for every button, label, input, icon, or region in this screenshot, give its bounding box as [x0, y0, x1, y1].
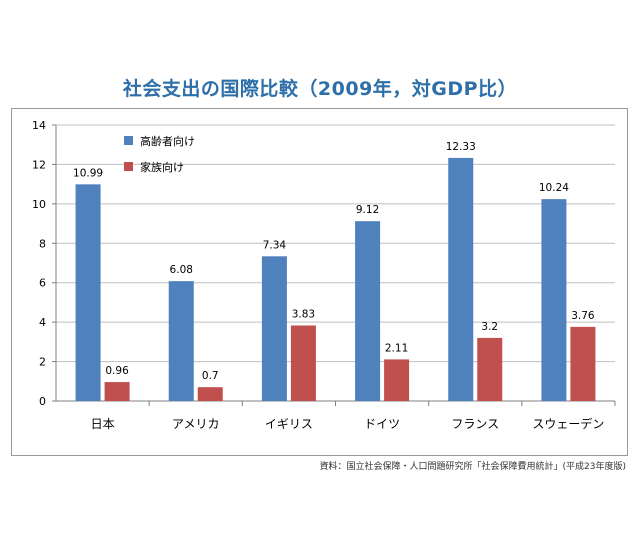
source-note: 資料：国立社会保障・人口問題研究所「社会保障費用統計」(平成23年度版)	[319, 462, 626, 472]
chart-frame: 0 2 4 6 8 10 12 14 日本 10.99 0.96 アメリカ 6.08 0.7 イギリス 7.3…	[11, 108, 628, 456]
data-label: 10.99	[73, 167, 103, 179]
data-label: 7.34	[263, 239, 287, 251]
data-label: 9.12	[356, 204, 379, 216]
x-tick-label: ドイツ	[364, 417, 400, 431]
data-label: 0.96	[105, 365, 129, 377]
data-label: 12.33	[446, 141, 476, 153]
data-label: 6.08	[170, 264, 193, 276]
data-label: 2.11	[385, 342, 408, 354]
y-tick-label: 6	[39, 277, 46, 290]
x-tick-label: アメリカ	[172, 417, 219, 431]
bar-elderly	[261, 256, 287, 401]
bar-family	[384, 359, 410, 401]
bar-family	[477, 337, 503, 401]
legend-swatch	[124, 162, 133, 171]
y-tick-label: 12	[32, 158, 46, 171]
bar-elderly	[168, 281, 194, 401]
data-label: 3.76	[571, 310, 595, 322]
bar-family	[197, 387, 223, 401]
bar-family	[570, 326, 596, 401]
y-tick-label: 2	[39, 356, 46, 369]
x-tick-label: スウェーデン	[532, 416, 604, 431]
x-tick-label: フランス	[451, 417, 499, 431]
bar-elderly	[448, 157, 474, 401]
data-label: 3.2	[481, 321, 498, 333]
bar-chart: 0 2 4 6 8 10 12 14 日本 10.99 0.96 アメリカ 6.08 0.7 イギリス 7.3…	[32, 119, 616, 431]
y-tick-label: 0	[39, 395, 46, 408]
data-label: 0.7	[202, 370, 219, 382]
legend-label: 高齢者向け	[140, 134, 195, 148]
y-tick-label: 10	[32, 198, 46, 211]
legend-swatch	[124, 136, 133, 145]
chart-title: 社会支出の国際比較（2009年，対GDP比）	[122, 78, 518, 100]
bar-family	[290, 325, 316, 401]
x-tick-label: イギリス	[265, 417, 313, 431]
bar-elderly	[541, 199, 567, 401]
bar-elderly	[355, 221, 381, 401]
bar-family	[104, 382, 130, 401]
x-tick-label: 日本	[91, 417, 115, 431]
y-tick-label: 8	[39, 237, 46, 250]
data-label: 10.24	[539, 182, 569, 194]
y-tick-label: 4	[39, 316, 46, 329]
legend-label: 家族向け	[140, 160, 184, 174]
bar-elderly	[75, 184, 101, 401]
y-tick-label: 14	[32, 119, 46, 132]
data-label: 3.83	[292, 308, 315, 320]
